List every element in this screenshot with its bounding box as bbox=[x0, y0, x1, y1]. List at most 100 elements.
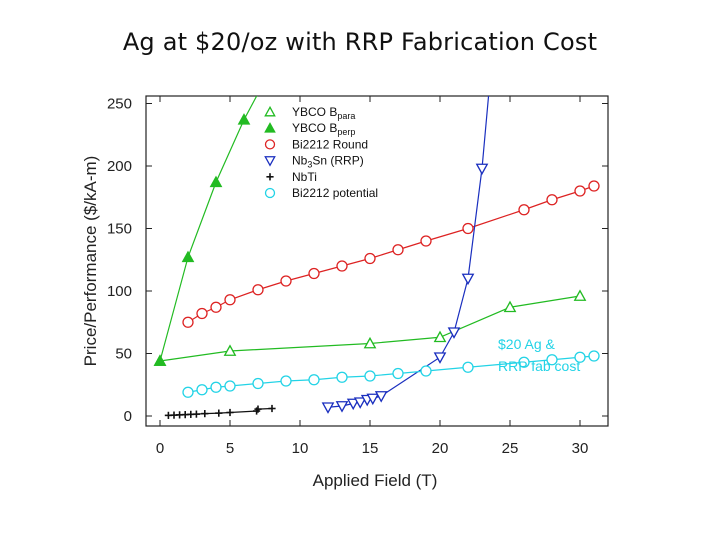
x-tick-label-15: 15 bbox=[362, 440, 379, 457]
point-bi2212-potential-11 bbox=[462, 361, 474, 373]
legend-label-bi2212-potential: Bi2212 potential bbox=[292, 186, 378, 200]
point-nb3sn-rrp-5 bbox=[366, 393, 380, 406]
point-nb3sn-rrp-0 bbox=[321, 402, 335, 414]
y-tick-label-50: 50 bbox=[115, 346, 132, 363]
legend-marker-bi2212-round bbox=[264, 139, 276, 150]
legend-item-ybco-b-perp: YBCO Bperp bbox=[264, 121, 355, 137]
point-bi2212-round-9 bbox=[392, 244, 404, 256]
point-bi2212-potential-5 bbox=[280, 375, 292, 387]
point-ybco-b-para-1 bbox=[223, 344, 237, 356]
point-bi2212-potential-10 bbox=[420, 365, 432, 377]
point-ybco-b-perp-1 bbox=[181, 250, 195, 263]
point-bi2212-round-3 bbox=[224, 294, 236, 306]
point-ybco-b-perp-2 bbox=[209, 175, 223, 188]
series-line-ybco-b-perp bbox=[159, 96, 258, 362]
y-axis-title: Price/Performance ($/kA-m) bbox=[81, 156, 100, 367]
point-bi2212-round-11 bbox=[462, 222, 474, 235]
x-tick-label-30: 30 bbox=[572, 440, 589, 457]
x-tick-label-10: 10 bbox=[292, 440, 309, 457]
point-nb3sn-rrp-7 bbox=[433, 352, 447, 364]
point-nb3sn-rrp-8 bbox=[447, 327, 461, 339]
y-tick-label-100: 100 bbox=[107, 283, 132, 300]
point-bi2212-round-12 bbox=[518, 204, 530, 216]
legend-item-bi2212-potential: Bi2212 potential bbox=[264, 186, 378, 200]
point-bi2212-round-15 bbox=[588, 180, 600, 192]
legend-marker-bi2212-potential bbox=[264, 187, 276, 199]
series-line-bi2212-potential bbox=[187, 355, 595, 393]
legend-marker-nbti bbox=[266, 173, 274, 181]
x-tick-label-25: 25 bbox=[502, 440, 519, 457]
point-bi2212-round-6 bbox=[308, 267, 320, 280]
point-bi2212-round-13 bbox=[546, 194, 558, 206]
callout-annotation: $20 Ag & RRP fab cost bbox=[498, 336, 580, 374]
x-tick-label-5: 5 bbox=[226, 440, 234, 457]
callout-line-1: RRP fab cost bbox=[498, 358, 580, 374]
series-line-bi2212-round bbox=[187, 185, 595, 323]
legend-item-bi2212-round: Bi2212 Round bbox=[264, 137, 368, 151]
point-bi2212-potential-9 bbox=[392, 367, 404, 380]
point-bi2212-round-10 bbox=[420, 235, 432, 247]
x-axis-title: Applied Field (T) bbox=[313, 471, 438, 490]
point-bi2212-potential-15 bbox=[588, 350, 600, 362]
point-ybco-b-para-4 bbox=[503, 300, 517, 313]
point-nbti-7 bbox=[215, 409, 223, 417]
point-ybco-b-perp-0 bbox=[153, 354, 167, 366]
point-nbti-5 bbox=[192, 410, 200, 418]
point-nb3sn-rrp-1 bbox=[335, 401, 349, 413]
point-bi2212-potential-4 bbox=[252, 377, 264, 390]
point-bi2212-potential-6 bbox=[308, 374, 320, 386]
point-ybco-b-para-3 bbox=[433, 330, 447, 343]
callout-line-0: $20 Ag & bbox=[498, 336, 555, 352]
legend-item-ybco-b-para: YBCO Bpara bbox=[264, 105, 355, 121]
point-bi2212-potential-12 bbox=[518, 356, 530, 368]
point-bi2212-potential-1 bbox=[196, 384, 208, 396]
legend-label-bi2212-round: Bi2212 Round bbox=[292, 137, 368, 151]
point-nbti-6 bbox=[201, 410, 209, 418]
point-bi2212-potential-2 bbox=[210, 381, 222, 393]
point-bi2212-round-2 bbox=[210, 301, 222, 313]
y-tick-label-150: 150 bbox=[107, 221, 132, 238]
legend-label-ybco-b-perp: YBCO Bperp bbox=[292, 121, 355, 137]
point-nb3sn-rrp-10 bbox=[475, 163, 489, 176]
point-nbti-11 bbox=[268, 404, 276, 413]
point-bi2212-potential-3 bbox=[224, 380, 236, 392]
point-bi2212-potential-13 bbox=[546, 354, 558, 366]
point-ybco-b-para-2 bbox=[363, 336, 377, 349]
point-bi2212-round-8 bbox=[364, 252, 376, 265]
plot-frame bbox=[145, 95, 609, 427]
legend-marker-nb3sn-rrp bbox=[264, 156, 276, 167]
x-tick-label-20: 20 bbox=[432, 440, 449, 457]
point-bi2212-round-7 bbox=[336, 260, 348, 272]
legend-item-nb3sn-rrp: Nb3Sn (RRP) bbox=[264, 154, 364, 170]
point-nb3sn-rrp-3 bbox=[353, 397, 367, 409]
point-ybco-b-perp-3 bbox=[237, 113, 251, 125]
y-tick-label-250: 250 bbox=[107, 96, 132, 113]
point-bi2212-round-1 bbox=[196, 307, 208, 320]
point-bi2212-potential-0 bbox=[182, 386, 194, 398]
point-nbti-10 bbox=[254, 405, 262, 413]
series-line-ybco-b-para bbox=[159, 295, 581, 362]
legend-label-nbti: NbTi bbox=[292, 170, 317, 184]
legend-label-ybco-b-para: YBCO Bpara bbox=[292, 105, 355, 121]
legend-label-nb3sn-rrp: Nb3Sn (RRP) bbox=[292, 154, 364, 170]
axis-ticks: 0 5 10 15 20 25 30 0 50 100 150 200 250 bbox=[107, 96, 608, 457]
point-bi2212-potential-7 bbox=[336, 371, 348, 383]
point-bi2212-potential-14 bbox=[574, 351, 586, 363]
point-nb3sn-rrp-6 bbox=[374, 391, 388, 403]
point-nbti-8 bbox=[226, 408, 234, 417]
x-tick-label-0: 0 bbox=[156, 440, 164, 457]
legend-marker-ybco-b-para bbox=[264, 105, 276, 117]
series-markers bbox=[153, 113, 600, 419]
slide-title: Ag at $20/oz with RRP Fabrication Cost bbox=[122, 28, 598, 56]
point-nb3sn-rrp-9 bbox=[461, 273, 475, 286]
point-nb3sn-rrp-2 bbox=[346, 398, 360, 411]
point-bi2212-round-5 bbox=[280, 275, 292, 287]
point-bi2212-round-4 bbox=[252, 284, 264, 296]
legend-marker-ybco-b-perp bbox=[264, 122, 276, 133]
point-bi2212-round-14 bbox=[574, 185, 586, 197]
point-bi2212-potential-8 bbox=[364, 370, 376, 382]
y-tick-label-200: 200 bbox=[107, 158, 132, 175]
point-ybco-b-para-5 bbox=[573, 289, 587, 301]
